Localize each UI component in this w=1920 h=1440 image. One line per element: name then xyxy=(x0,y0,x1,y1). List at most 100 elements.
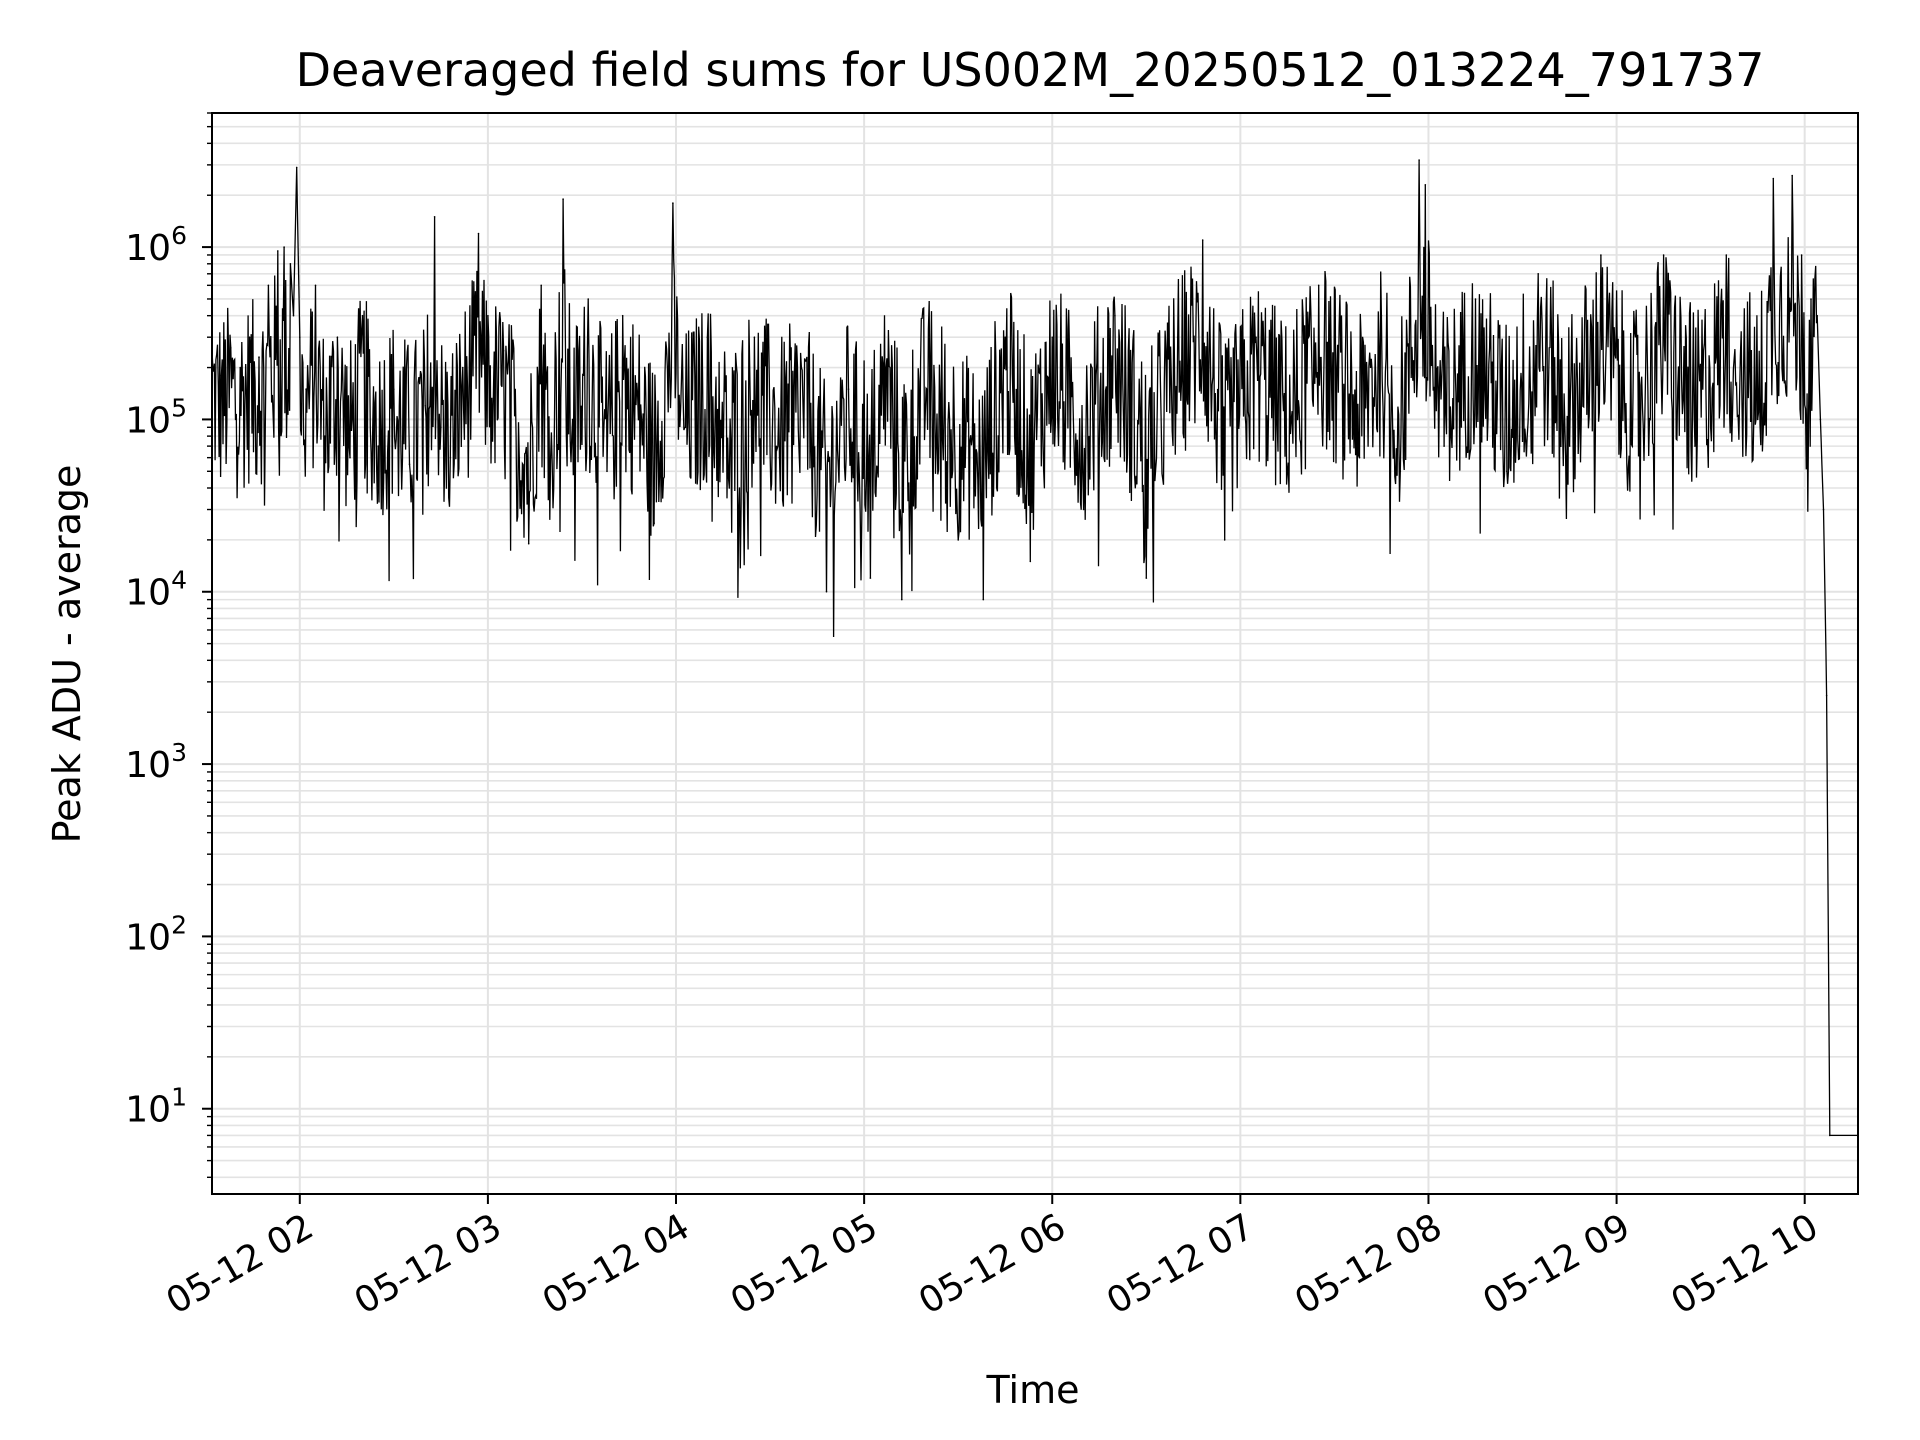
data-point xyxy=(502,350,505,352)
data-point xyxy=(587,298,589,300)
y-axis-label: Peak ADU - average xyxy=(45,465,89,844)
data-point xyxy=(728,487,731,489)
data-point xyxy=(562,198,564,200)
data-point xyxy=(1474,298,1477,300)
data-point xyxy=(1114,314,1116,317)
data-point xyxy=(540,284,542,287)
data-point xyxy=(1819,418,1822,421)
data-point xyxy=(267,284,270,287)
data-point xyxy=(283,246,285,248)
y-tick-base: 10 xyxy=(125,917,171,958)
plot-frame xyxy=(211,112,1859,1195)
y-tick-exponent: 3 xyxy=(171,738,187,767)
data-point xyxy=(258,356,260,358)
data-point xyxy=(1631,445,1634,447)
data-point xyxy=(220,374,223,377)
y-tick-exponent: 1 xyxy=(171,1083,187,1112)
data-point xyxy=(1399,470,1402,473)
data-point xyxy=(606,470,608,473)
data-point xyxy=(1380,314,1383,317)
data-point xyxy=(449,456,452,459)
data-point xyxy=(477,232,480,235)
data-point xyxy=(1822,508,1825,511)
data-point xyxy=(571,418,574,421)
data-point xyxy=(672,202,674,204)
data-point xyxy=(1176,336,1179,339)
data-point xyxy=(230,347,232,349)
data-point xyxy=(277,250,279,252)
data-point xyxy=(1791,174,1793,177)
x-axis-label: Time xyxy=(986,1368,1080,1412)
data-point xyxy=(957,539,959,541)
data-point xyxy=(1537,273,1539,275)
data-point xyxy=(305,388,307,390)
y-tick-exponent: 4 xyxy=(171,566,187,595)
data-point xyxy=(1443,445,1445,447)
data-point xyxy=(1600,254,1602,256)
data-point xyxy=(336,336,339,339)
data-point xyxy=(800,366,803,369)
data-point xyxy=(1772,177,1775,180)
data-point xyxy=(1829,1134,1831,1137)
data-point xyxy=(1286,470,1289,473)
data-point xyxy=(408,463,411,466)
data-point xyxy=(1725,254,1728,256)
y-tick-base: 10 xyxy=(125,573,171,614)
data-point xyxy=(1145,577,1148,579)
data-point xyxy=(289,263,292,265)
y-tick-label: 103 xyxy=(125,738,187,786)
data-point xyxy=(1825,694,1828,697)
y-tick-label: 106 xyxy=(125,221,187,269)
data-point xyxy=(1506,470,1508,473)
data-point xyxy=(869,577,872,579)
data-point xyxy=(926,388,928,390)
data-point xyxy=(1317,284,1320,287)
data-point xyxy=(1051,336,1053,339)
data-point xyxy=(885,366,887,369)
data-point xyxy=(684,426,687,429)
y-tick-label: 102 xyxy=(125,910,187,958)
data-point xyxy=(462,366,464,369)
y-tick-exponent: 2 xyxy=(171,910,187,939)
data-point xyxy=(440,426,442,429)
data-point xyxy=(248,336,251,339)
data-point xyxy=(239,366,241,369)
y-tick-label: 101 xyxy=(125,1083,187,1131)
data-point xyxy=(1800,254,1803,256)
data-point xyxy=(292,314,295,317)
data-point xyxy=(518,456,521,459)
series xyxy=(211,159,1859,1137)
data-point xyxy=(982,598,985,601)
data-point xyxy=(1358,456,1361,459)
data-point xyxy=(1568,445,1571,447)
data-point xyxy=(1816,314,1818,317)
data-point xyxy=(487,314,489,317)
data-point xyxy=(1029,560,1032,563)
data-point xyxy=(1424,184,1427,186)
data-point xyxy=(349,456,351,459)
data-point xyxy=(299,336,301,339)
data-point xyxy=(621,314,624,317)
y-tick-exponent: 6 xyxy=(171,221,187,250)
data-point xyxy=(653,522,655,524)
data-point xyxy=(324,435,326,437)
data-point xyxy=(1201,239,1204,241)
data-point xyxy=(295,166,298,169)
data-point xyxy=(314,284,317,287)
data-point xyxy=(393,388,395,390)
data-point xyxy=(640,418,643,421)
y-tick-label: 104 xyxy=(125,566,187,614)
data-point xyxy=(706,336,709,339)
data-point xyxy=(377,445,380,447)
chart-title: Deaveraged field sums for US002M_2025051… xyxy=(296,43,1765,97)
y-tick-base: 10 xyxy=(125,745,171,786)
y-tick-exponent: 5 xyxy=(171,393,187,422)
data-point xyxy=(1255,336,1257,339)
data-point xyxy=(527,542,530,545)
y-tick-base: 10 xyxy=(125,228,171,269)
y-tick-base: 10 xyxy=(125,1090,171,1131)
data-point xyxy=(1694,445,1696,447)
data-point xyxy=(1223,539,1226,541)
